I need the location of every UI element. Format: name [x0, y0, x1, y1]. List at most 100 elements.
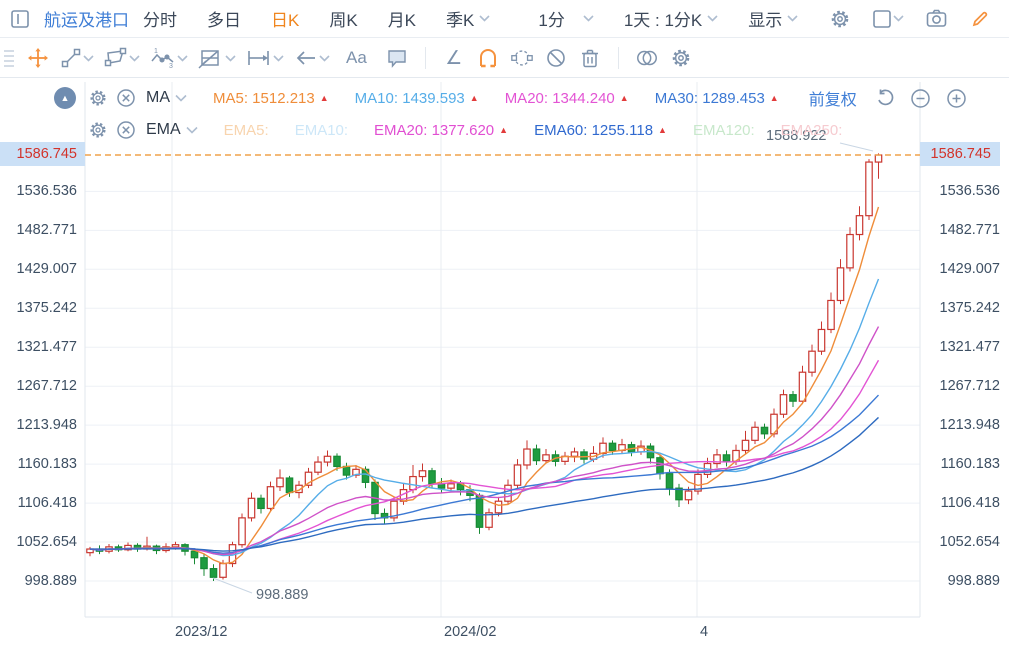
toolbar-divider [617, 47, 619, 69]
candle [865, 159, 873, 221]
ma-indicator-name[interactable]: MA [146, 89, 170, 106]
candle [751, 421, 759, 444]
ema60-value: EMA60: 1255.118 ▲ [534, 121, 667, 139]
ma-line-EMA20 [89, 326, 880, 556]
top-toolbar: 航运及港口 分时 多日 日K 周K 月K 季K 1分 1天 : 1分K 显示 [0, 0, 1009, 38]
polygon-tool-icon[interactable] [104, 46, 140, 70]
candle [418, 463, 427, 482]
ma-dropdown-chevron-icon[interactable] [175, 94, 187, 102]
ema-dropdown-chevron-icon[interactable] [186, 126, 198, 134]
trash-icon[interactable] [578, 46, 602, 70]
candle [656, 454, 664, 480]
ma-close-icon[interactable] [114, 86, 138, 110]
candle [238, 513, 246, 548]
candle [760, 423, 769, 439]
text-tool-icon[interactable]: Aa [346, 48, 367, 67]
magnet-tool-icon[interactable] [476, 46, 500, 70]
candle [798, 365, 807, 405]
candle [314, 456, 322, 476]
selection-circle-tool-icon[interactable] [510, 46, 534, 70]
ma5-value: MA5: 1512.213 ▲ [213, 89, 329, 107]
ema20-value: EMA20: 1377.620 ▲ [374, 121, 509, 139]
comment-bubble-icon[interactable] [385, 46, 409, 70]
zoom-out-icon[interactable] [909, 86, 933, 110]
tab-quarterly-k[interactable]: 季K [446, 6, 490, 31]
drawing-settings-gear-icon[interactable] [669, 46, 693, 70]
candle [855, 206, 864, 241]
candle [390, 496, 398, 522]
candle [371, 479, 379, 521]
trend-line-tool-icon[interactable] [60, 46, 94, 70]
candle [513, 459, 522, 489]
low-price-annotation: 998.889 [256, 587, 309, 603]
up-triangle-icon: ▲ [769, 92, 779, 103]
move-tool-icon[interactable] [26, 46, 50, 70]
candle [523, 440, 531, 470]
ema120-label: EMA120: [692, 121, 755, 139]
layout-select-icon[interactable] [872, 7, 904, 31]
hide-drawings-icon[interactable] [544, 46, 568, 70]
compare-overlay-icon[interactable] [635, 46, 659, 70]
candle [846, 227, 854, 272]
ma-settings-gear-icon[interactable] [86, 86, 110, 110]
candle [817, 321, 826, 355]
ema10-label: EMA10: [294, 121, 349, 139]
ema5-label: EMA5: [223, 121, 269, 139]
ema-indicator-row: EMA EMA5: EMA10: EMA20: 1377.620 ▲ EMA60:… [86, 118, 842, 142]
gann-box-tool-icon[interactable] [198, 46, 236, 70]
ma-line-EMA60 [89, 416, 879, 552]
x-axis-label: 2023/12 [175, 624, 228, 640]
collapse-panel-button[interactable]: ▲ [54, 87, 76, 109]
tab-fenshi[interactable]: 分时 [143, 11, 177, 30]
instrument-title[interactable]: 航运及港口 [44, 11, 129, 30]
ma-line-MA5 [89, 206, 880, 565]
tab-monthly-k[interactable]: 月K [387, 11, 417, 30]
candle [570, 447, 579, 463]
ema-settings-gear-icon[interactable] [86, 118, 110, 142]
display-menu[interactable]: 显示 [748, 6, 798, 31]
undo-icon[interactable] [873, 86, 897, 110]
tab-daily-k[interactable]: 日K [271, 11, 300, 30]
ma-indicator-row: MA MA5: 1512.213 ▲ MA10: 1439.593 ▲ MA20: … [86, 86, 969, 110]
candle [447, 479, 455, 492]
tab-1day-1mink[interactable]: 1天 : 1分K [624, 6, 718, 31]
x-axis-label: 2024/02 [444, 624, 497, 640]
tab-duori[interactable]: 多日 [207, 11, 241, 30]
ma30-value: MA30: 1289.453 ▲ [654, 89, 779, 107]
left-panel-toggle-icon[interactable] [10, 7, 30, 31]
ma-line-MA10 [89, 278, 880, 557]
high-annotation-callout [839, 142, 874, 152]
tab-weekly-k[interactable]: 周K [329, 11, 358, 30]
up-triangle-icon: ▲ [469, 92, 479, 103]
draw-pencil-icon[interactable] [968, 7, 992, 31]
adjust-mode-button[interactable]: 前复权 [808, 92, 857, 109]
angle-tool-icon[interactable]: ∠ [445, 47, 463, 69]
toolbar-drag-handle[interactable] [2, 46, 16, 70]
candle [276, 469, 284, 492]
arrow-tool-icon[interactable] [294, 46, 330, 70]
ma-line-MA20 [89, 359, 880, 554]
candle [190, 548, 199, 565]
measure-tool-icon[interactable] [246, 46, 284, 70]
up-triangle-icon: ▲ [499, 124, 509, 135]
candle [485, 508, 493, 531]
candle [124, 542, 132, 552]
settings-gear-icon[interactable] [828, 7, 852, 31]
ma10-value: MA10: 1439.593 ▲ [354, 89, 479, 107]
high-price-annotation: 1588.922 [766, 128, 827, 144]
candle [257, 494, 265, 514]
toolbar-divider [424, 47, 426, 69]
candlestick-chart[interactable] [0, 78, 1009, 645]
candle [266, 481, 275, 512]
screenshot-camera-icon[interactable] [924, 7, 948, 31]
up-triangle-icon: ▲ [658, 124, 667, 135]
candle [200, 554, 208, 576]
tab-1min[interactable]: 1分 [538, 6, 594, 31]
x-axis-label: 4 [700, 624, 709, 640]
ema-indicator-name[interactable]: EMA [146, 121, 181, 138]
candle [808, 344, 816, 377]
ema-close-icon[interactable] [114, 118, 138, 142]
zoom-in-icon[interactable] [945, 86, 969, 110]
